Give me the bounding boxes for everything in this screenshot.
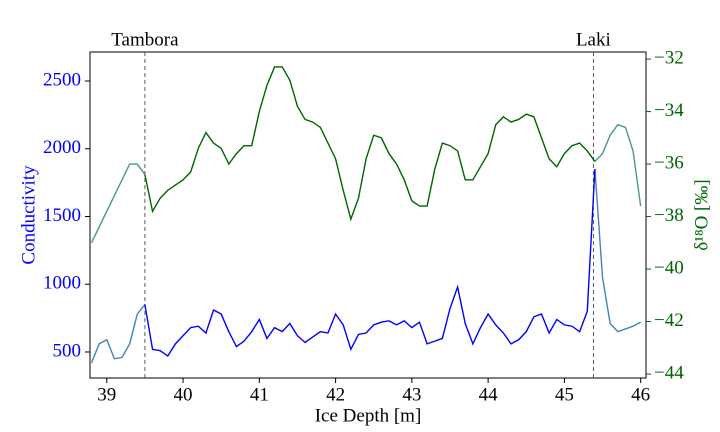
y-tick-label: 1000 <box>43 273 81 294</box>
event-label: Laki <box>576 29 611 50</box>
y-tick-label: 2500 <box>43 69 81 90</box>
x-axis-label: Ice Depth [m] <box>315 405 422 426</box>
y2-tick-label: −32 <box>654 47 684 68</box>
event-label: Tambora <box>111 29 179 50</box>
x-tick-label: 39 <box>97 384 116 405</box>
y-axis-label: Conductivity <box>18 165 39 265</box>
x-tick-label: 42 <box>326 384 345 405</box>
x-tick-label: 40 <box>174 384 193 405</box>
y2-tick-label: −42 <box>654 310 684 331</box>
data-line <box>144 66 596 222</box>
x-tick-label: 46 <box>631 384 650 405</box>
y-tick-label: 500 <box>53 340 82 361</box>
plot-frame <box>89 51 647 379</box>
data-line <box>90 169 641 364</box>
data-line <box>90 123 642 244</box>
x-tick-label: 43 <box>402 384 421 405</box>
y2-axis-label: δ¹⁸O [‰] <box>691 179 712 250</box>
y2-tick-label: −44 <box>654 362 684 383</box>
y2-tick-label: −38 <box>654 205 684 226</box>
y2-tick-label: −36 <box>654 152 684 173</box>
x-tick-label: 44 <box>479 384 499 405</box>
x-tick-label: 41 <box>250 384 269 405</box>
x-tick-label: 45 <box>555 384 574 405</box>
y2-tick-label: −40 <box>654 257 684 278</box>
y-tick-label: 1500 <box>43 205 81 226</box>
y-tick-label: 2000 <box>43 137 81 158</box>
data-line <box>144 169 596 358</box>
y2-tick-label: −34 <box>654 100 684 121</box>
